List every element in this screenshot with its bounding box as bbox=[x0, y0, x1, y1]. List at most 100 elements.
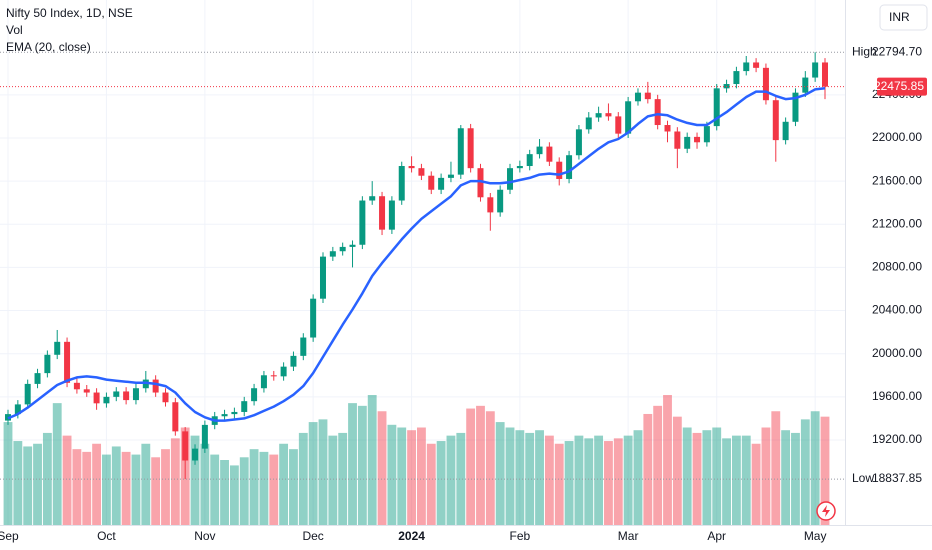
candle-body bbox=[418, 168, 425, 176]
candle-body bbox=[654, 99, 661, 126]
candle-body bbox=[516, 166, 523, 169]
x-tick-label: Mar bbox=[618, 529, 639, 543]
volume-bar bbox=[121, 451, 131, 525]
candle-body bbox=[251, 388, 258, 402]
x-tick-label: Dec bbox=[302, 529, 323, 543]
candle-body bbox=[428, 175, 435, 190]
candle-body bbox=[457, 128, 464, 175]
volume-bar bbox=[131, 454, 141, 525]
volume-bar bbox=[220, 460, 229, 525]
candle-body bbox=[733, 71, 740, 85]
volume-pane bbox=[3, 395, 830, 525]
volume-bar bbox=[328, 435, 338, 525]
x-tick-label: Nov bbox=[194, 529, 215, 543]
volume-bar bbox=[633, 430, 643, 525]
volume-bar bbox=[574, 435, 584, 525]
candle-body bbox=[44, 354, 51, 374]
candle-body bbox=[753, 62, 760, 68]
candle-body bbox=[566, 155, 573, 179]
volume-bar bbox=[269, 454, 279, 525]
x-tick-label: 2024 bbox=[398, 529, 425, 543]
volume-bar bbox=[495, 422, 505, 525]
candle-body bbox=[123, 391, 130, 401]
volume-bar bbox=[761, 427, 771, 525]
candle-body bbox=[231, 411, 238, 415]
volume-bar bbox=[200, 443, 210, 525]
currency-button[interactable] bbox=[879, 4, 928, 31]
candle-body bbox=[634, 92, 641, 102]
volume-bar bbox=[417, 427, 426, 525]
volume-bar bbox=[357, 405, 367, 525]
volume-bar bbox=[643, 413, 653, 525]
y-tick-label: 19200.00 bbox=[872, 432, 922, 446]
currency[interactable]: INR bbox=[889, 10, 910, 24]
candle-body bbox=[270, 375, 277, 377]
candle-body bbox=[664, 125, 671, 132]
candle-body bbox=[605, 113, 612, 117]
volume-bar bbox=[535, 430, 544, 525]
volume-bar bbox=[407, 430, 416, 525]
candle-body bbox=[684, 136, 691, 149]
volume-bar bbox=[111, 446, 121, 525]
candle-body bbox=[113, 391, 120, 397]
low-label-bg bbox=[846, 470, 932, 489]
candles bbox=[5, 52, 828, 480]
volume-bar bbox=[712, 427, 722, 525]
candle-body bbox=[812, 62, 819, 78]
volume-bar bbox=[800, 419, 810, 525]
candle-body bbox=[772, 100, 779, 141]
volume-bar bbox=[161, 449, 170, 525]
chart-title: Nifty 50 Index, 1D, NSE bbox=[6, 6, 133, 20]
last-price: 22475.85 bbox=[874, 79, 924, 93]
candle-body bbox=[162, 392, 169, 403]
candle-body bbox=[280, 366, 287, 377]
candle-body bbox=[54, 341, 61, 355]
candle-body bbox=[536, 146, 543, 155]
candle-body bbox=[64, 341, 71, 383]
candle-body bbox=[379, 196, 386, 230]
candle-body bbox=[782, 121, 789, 141]
volume-bar bbox=[33, 443, 42, 525]
x-tick-label: Oct bbox=[97, 529, 116, 543]
volume-bar bbox=[367, 395, 377, 525]
volume-bar bbox=[348, 403, 357, 525]
volume-bar bbox=[289, 449, 298, 525]
volume-bar bbox=[42, 432, 52, 525]
ema-legend: EMA (20, close) bbox=[6, 40, 91, 54]
volume-bar bbox=[672, 416, 682, 525]
candle-body bbox=[713, 88, 720, 127]
candle-body bbox=[152, 379, 159, 393]
volume-bar bbox=[810, 411, 820, 525]
candle-body bbox=[575, 129, 582, 156]
candle-body bbox=[93, 392, 100, 404]
candle-body bbox=[34, 373, 41, 384]
x-tick-label: Feb bbox=[510, 529, 531, 543]
volume-bar bbox=[249, 449, 259, 525]
last-price-bg bbox=[877, 77, 927, 96]
candle-body bbox=[447, 174, 454, 178]
volume-bar bbox=[731, 435, 741, 525]
candle-body bbox=[546, 146, 553, 162]
volume-bar bbox=[692, 432, 702, 525]
alert-bolt bbox=[822, 505, 830, 517]
volume-bar bbox=[141, 443, 151, 525]
candle-body bbox=[487, 197, 494, 213]
high-label-bg bbox=[846, 43, 932, 62]
candle-body bbox=[132, 388, 139, 401]
volume-bar bbox=[702, 430, 712, 525]
candle-body bbox=[221, 414, 228, 417]
high-label: High bbox=[852, 44, 877, 58]
volume-bar bbox=[544, 435, 554, 525]
candle-body bbox=[507, 168, 514, 190]
candle-body bbox=[615, 116, 622, 134]
candle-body bbox=[300, 337, 307, 356]
grid bbox=[0, 0, 845, 525]
candle-body bbox=[369, 196, 376, 201]
overlays bbox=[0, 51, 845, 480]
volume-bar bbox=[52, 403, 62, 525]
volume-bar bbox=[505, 427, 515, 525]
candle-body bbox=[182, 431, 189, 461]
candle-body bbox=[339, 246, 346, 252]
